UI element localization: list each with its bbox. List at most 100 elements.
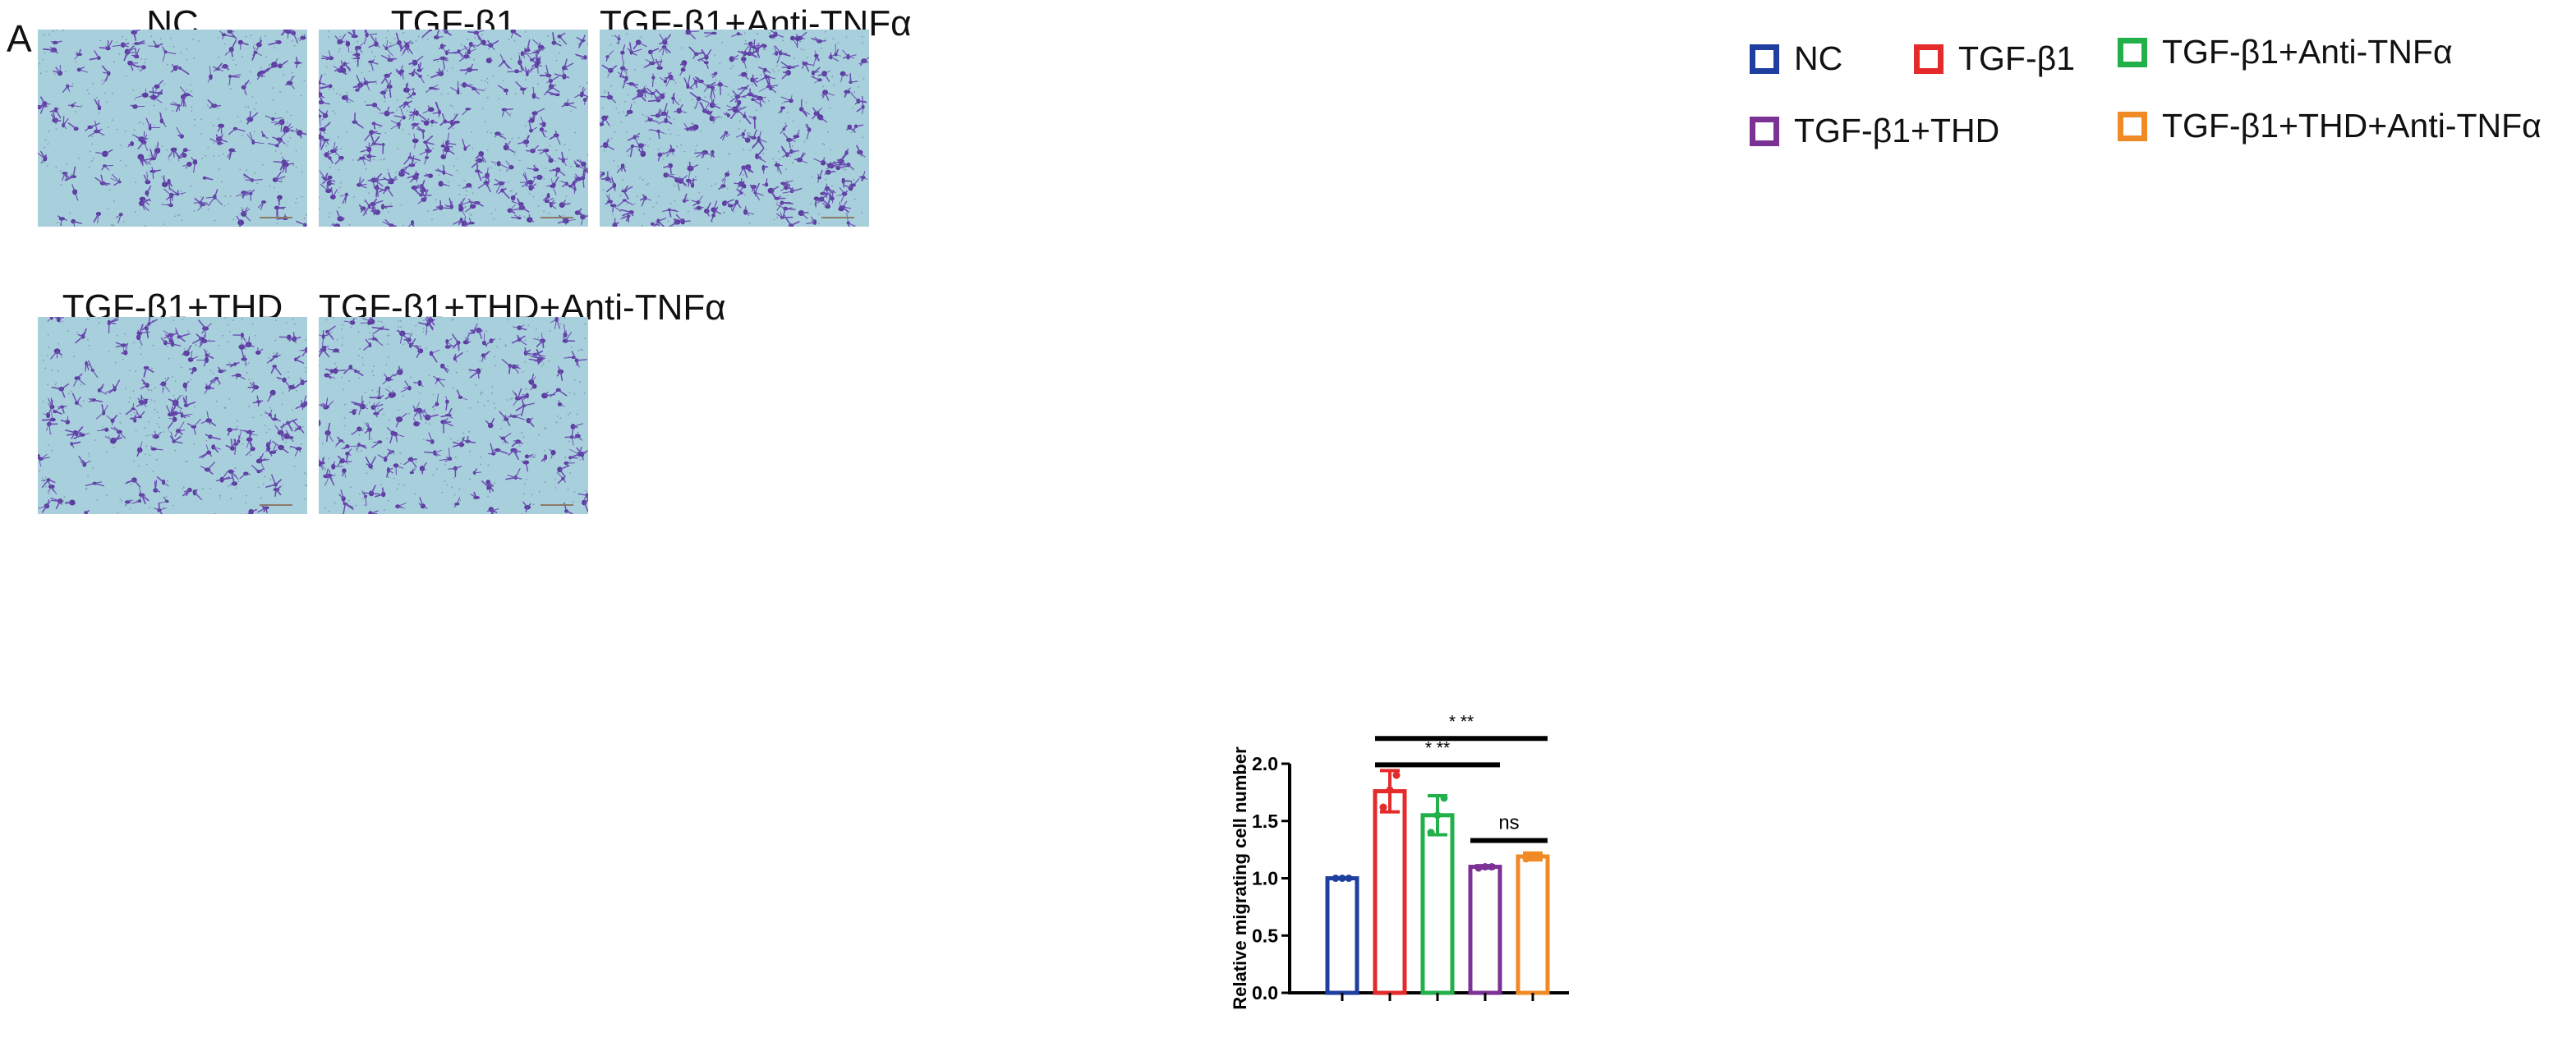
membrane-pore bbox=[265, 56, 267, 58]
stained-cell bbox=[421, 117, 430, 126]
cell-process bbox=[395, 68, 401, 73]
cell-process bbox=[257, 201, 264, 209]
membrane-pore bbox=[380, 321, 383, 323]
cell-process bbox=[296, 220, 306, 226]
membrane-pore bbox=[436, 61, 439, 62]
cell-process bbox=[500, 181, 505, 185]
stained-cell bbox=[620, 44, 626, 62]
membrane-pore bbox=[293, 44, 296, 47]
stained-cell bbox=[537, 149, 550, 154]
membrane-pore bbox=[154, 400, 156, 402]
cell-process bbox=[629, 145, 633, 158]
cell-process bbox=[275, 39, 279, 43]
cell-process bbox=[513, 397, 518, 406]
membrane-pore bbox=[112, 92, 114, 94]
membrane-pore bbox=[247, 362, 250, 364]
membrane-pore bbox=[48, 492, 51, 494]
membrane-pore bbox=[524, 31, 527, 33]
membrane-pore bbox=[260, 497, 262, 499]
cell-process bbox=[743, 167, 754, 173]
stained-cell bbox=[612, 218, 619, 227]
cell-process bbox=[584, 95, 588, 101]
stained-cell bbox=[89, 50, 101, 61]
cell-process bbox=[352, 30, 356, 37]
membrane-pore bbox=[360, 449, 362, 452]
stained-cell bbox=[319, 112, 322, 126]
cell-process bbox=[207, 76, 211, 83]
membrane-pore bbox=[46, 165, 48, 168]
membrane-pore bbox=[852, 107, 854, 109]
stained-cell bbox=[187, 350, 199, 362]
cell-process bbox=[619, 67, 623, 78]
cell-process bbox=[386, 106, 390, 114]
cell-process bbox=[283, 127, 287, 134]
membrane-pore bbox=[627, 94, 629, 96]
cell-process bbox=[759, 96, 766, 99]
cell-process bbox=[683, 193, 688, 202]
membrane-pore bbox=[336, 339, 338, 341]
cell-process bbox=[153, 448, 163, 451]
cell-process bbox=[412, 417, 417, 425]
membrane-pore bbox=[179, 214, 181, 216]
stained-cell bbox=[282, 156, 295, 173]
membrane-pore bbox=[247, 106, 250, 108]
cell-process bbox=[651, 223, 660, 226]
membrane-pore bbox=[731, 96, 733, 98]
cell-process bbox=[403, 156, 411, 165]
membrane-pore bbox=[491, 386, 494, 388]
cell-process bbox=[634, 136, 638, 143]
cell-process bbox=[490, 44, 495, 50]
membrane-pore bbox=[47, 355, 48, 356]
membrane-pore bbox=[461, 438, 463, 439]
membrane-pore bbox=[246, 494, 247, 497]
membrane-pore bbox=[679, 99, 681, 101]
cell-process bbox=[741, 94, 752, 98]
stained-cell bbox=[375, 177, 387, 198]
membrane-pore bbox=[485, 330, 488, 333]
cell-process bbox=[365, 30, 368, 36]
membrane-pore bbox=[767, 99, 770, 102]
stained-cell bbox=[655, 58, 663, 70]
cell-process bbox=[347, 43, 350, 53]
cell-process bbox=[62, 125, 67, 130]
cell-process bbox=[509, 204, 516, 211]
stained-cell bbox=[858, 171, 867, 181]
membrane-pore bbox=[380, 158, 382, 161]
cell-process bbox=[471, 159, 481, 168]
membrane-pore bbox=[248, 379, 251, 380]
cell-process bbox=[473, 88, 480, 94]
membrane-pore bbox=[845, 36, 848, 39]
cell-body bbox=[49, 317, 53, 320]
stained-cell bbox=[549, 130, 561, 145]
membrane-pore bbox=[586, 81, 588, 84]
membrane-pore bbox=[472, 147, 474, 149]
cell-process bbox=[665, 174, 677, 179]
membrane-pore bbox=[861, 212, 863, 214]
membrane-pore bbox=[63, 496, 66, 498]
membrane-pore bbox=[182, 488, 184, 490]
cell-process bbox=[47, 486, 53, 493]
cell-process bbox=[172, 412, 177, 419]
cell-process bbox=[330, 186, 334, 198]
stained-cell bbox=[703, 81, 716, 93]
cell-process bbox=[476, 32, 481, 41]
membrane-pore bbox=[513, 39, 516, 42]
stained-cell bbox=[246, 439, 255, 457]
stained-cell bbox=[110, 173, 122, 186]
membrane-pore bbox=[440, 93, 443, 95]
cell-process bbox=[519, 62, 523, 71]
cell-process bbox=[643, 90, 646, 98]
cell-process bbox=[600, 145, 606, 148]
membrane-pore bbox=[362, 427, 365, 429]
stained-cell bbox=[154, 503, 167, 514]
cell-process bbox=[605, 145, 615, 150]
stained-cell bbox=[748, 129, 757, 140]
membrane-pore bbox=[402, 343, 405, 346]
membrane-pore bbox=[301, 171, 303, 173]
membrane-pore bbox=[242, 443, 243, 445]
cell-process bbox=[227, 30, 231, 33]
cell-process bbox=[822, 91, 826, 99]
membrane-pore bbox=[306, 485, 307, 487]
stained-cell bbox=[697, 48, 712, 62]
membrane-pore bbox=[398, 484, 400, 485]
